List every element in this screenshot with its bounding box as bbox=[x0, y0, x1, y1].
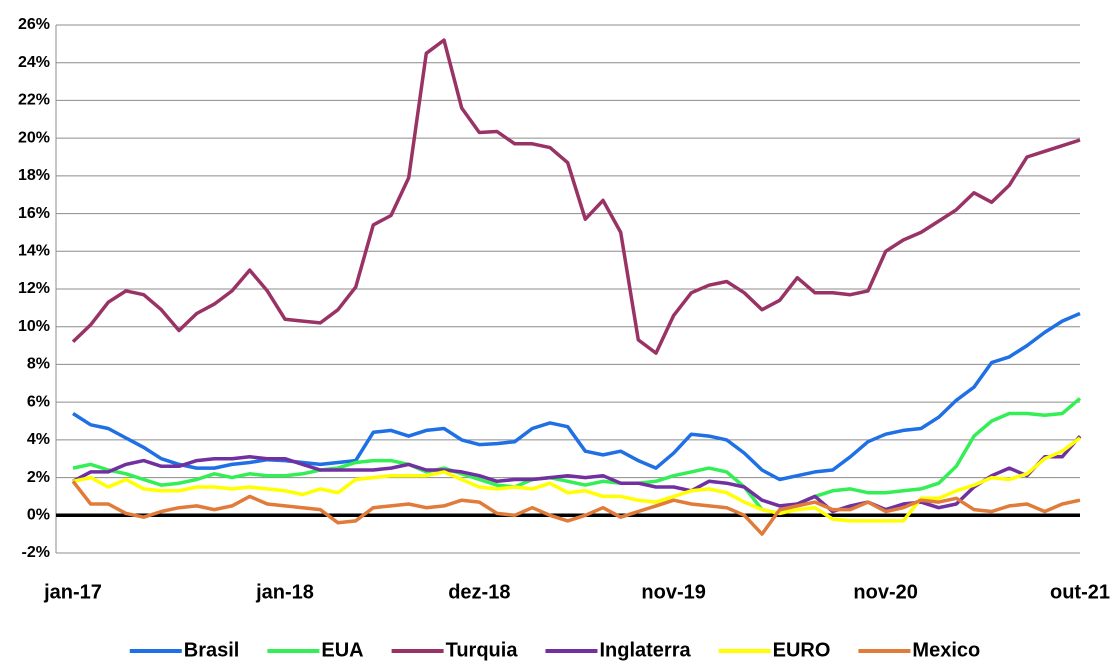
legend: Brasil EUA Turquia Inglaterra EURO Mexico bbox=[129, 639, 980, 661]
series-line bbox=[71, 480, 1081, 536]
x-tick-label: nov-20 bbox=[853, 581, 917, 603]
legend-label: EURO bbox=[773, 639, 831, 661]
series-line bbox=[72, 311, 1081, 482]
legend-label: Inglaterra bbox=[599, 639, 691, 661]
x-tick-label: nov-19 bbox=[641, 581, 705, 603]
y-tick-label: 18% bbox=[18, 167, 50, 184]
y-tick-label: 12% bbox=[18, 280, 50, 297]
legend-label: Mexico bbox=[912, 639, 980, 661]
series-line bbox=[71, 38, 1081, 355]
y-tick-label: 22% bbox=[18, 92, 50, 109]
x-tick-label: out-21 bbox=[1050, 581, 1110, 603]
y-tick-label: 2% bbox=[27, 469, 50, 486]
y-tick-label: 6% bbox=[27, 393, 50, 410]
x-tick-label: dez-18 bbox=[448, 581, 510, 603]
series-line bbox=[72, 436, 1082, 523]
series-line bbox=[72, 397, 1082, 516]
y-tick-label: 26% bbox=[18, 16, 50, 33]
x-tick-label: jan-18 bbox=[255, 581, 314, 603]
y-tick-label: 10% bbox=[18, 318, 50, 335]
y-tick-label: 0% bbox=[27, 507, 50, 524]
y-tick-label: 8% bbox=[27, 356, 50, 373]
legend-label: EUA bbox=[321, 639, 363, 661]
legend-label: Turquia bbox=[446, 639, 519, 661]
y-tick-label: 16% bbox=[18, 205, 50, 222]
y-tick-label: -2% bbox=[22, 544, 50, 561]
y-tick-label: 24% bbox=[18, 54, 50, 71]
x-tick-label: jan-17 bbox=[43, 581, 102, 603]
y-tick-label: 4% bbox=[27, 431, 50, 448]
y-tick-label: 20% bbox=[18, 129, 50, 146]
y-tick-label: 14% bbox=[18, 243, 50, 260]
legend-label: Brasil bbox=[184, 639, 240, 661]
